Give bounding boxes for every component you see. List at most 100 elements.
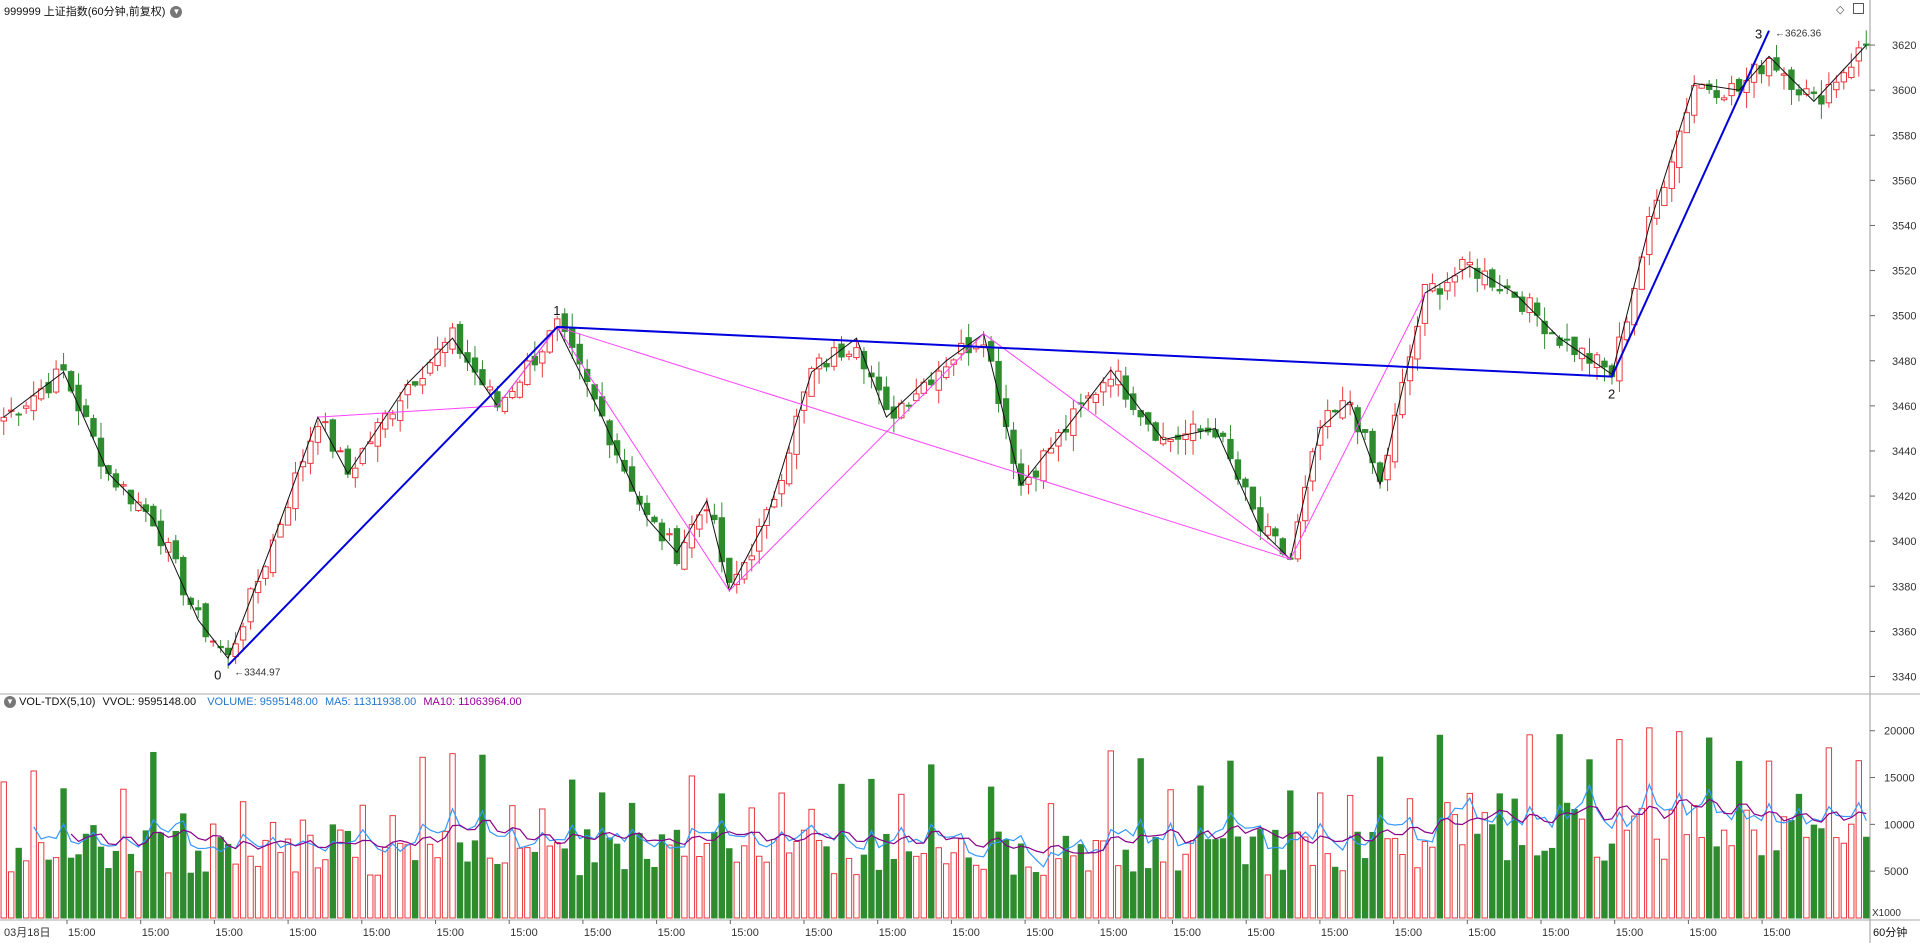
candle-body bbox=[1130, 393, 1137, 410]
volume-bar bbox=[1608, 843, 1616, 919]
candle-body bbox=[1227, 438, 1234, 460]
volume-bar bbox=[546, 845, 553, 919]
volume-bar bbox=[1765, 760, 1773, 919]
candle-body bbox=[621, 459, 628, 472]
volume-bars bbox=[0, 727, 1870, 919]
volume-bar bbox=[643, 858, 651, 919]
volume-bar bbox=[1317, 792, 1324, 919]
volume-bar bbox=[1227, 760, 1234, 919]
volume-bar bbox=[464, 861, 471, 919]
volume-bar bbox=[1399, 854, 1406, 919]
volume-bar bbox=[1758, 855, 1765, 919]
candle-body bbox=[1474, 267, 1481, 279]
volume-bar bbox=[561, 848, 568, 919]
time-tick-label: 15:00 bbox=[510, 927, 538, 939]
volume-bar bbox=[224, 843, 232, 919]
time-tick-label: 15:00 bbox=[68, 927, 96, 939]
candle-body bbox=[598, 396, 606, 417]
volume-bar bbox=[22, 860, 30, 919]
candle-body bbox=[1466, 261, 1474, 266]
volume-bar bbox=[202, 871, 209, 919]
volume-bar bbox=[845, 857, 853, 919]
volume-bar bbox=[1204, 839, 1212, 919]
time-tick-label: 15:00 bbox=[1468, 927, 1496, 939]
volume-bar bbox=[1444, 802, 1451, 919]
candle-body bbox=[1810, 91, 1818, 95]
volume-bar bbox=[1421, 840, 1429, 919]
volume-bar bbox=[37, 842, 45, 919]
candle-body bbox=[531, 355, 539, 366]
volume-bar bbox=[1272, 829, 1279, 919]
candle-body bbox=[838, 343, 845, 358]
volume-bar bbox=[180, 813, 187, 919]
volume-bar bbox=[905, 851, 913, 919]
volume-bar bbox=[1750, 829, 1758, 919]
volume-bar bbox=[1833, 837, 1840, 919]
time-tick-label: 15:00 bbox=[952, 927, 980, 939]
candle-body bbox=[1713, 90, 1720, 98]
candle-body bbox=[1436, 288, 1444, 295]
volume-bar bbox=[808, 808, 815, 919]
volume-bar bbox=[1661, 858, 1668, 919]
candle-body bbox=[352, 467, 359, 479]
volume-bar bbox=[479, 754, 486, 919]
candle-body bbox=[1601, 360, 1608, 368]
volume-bar bbox=[1571, 809, 1578, 919]
volume-bar bbox=[868, 778, 875, 919]
volume-bar bbox=[97, 846, 105, 919]
candle-body bbox=[554, 318, 561, 330]
volume-bar bbox=[1055, 858, 1062, 919]
chevron-down-icon[interactable]: ▼ bbox=[170, 6, 183, 19]
volume-bar bbox=[135, 871, 142, 919]
candle-body bbox=[1421, 283, 1429, 324]
candle-body bbox=[1765, 57, 1773, 77]
volume-bar bbox=[853, 874, 860, 919]
volume-bar bbox=[1474, 833, 1481, 919]
candle-body bbox=[45, 382, 52, 394]
price-tick-label: 3540 bbox=[1892, 220, 1916, 232]
extreme-value-label: ←3344.97 bbox=[234, 667, 281, 678]
wave-label: 3 bbox=[1755, 27, 1762, 42]
volume-bar bbox=[621, 869, 628, 919]
candle-body bbox=[1691, 85, 1698, 116]
volume-bar bbox=[157, 832, 165, 919]
candle-body bbox=[1788, 69, 1795, 90]
volume-bar bbox=[1159, 861, 1167, 919]
candle-body bbox=[1242, 478, 1249, 488]
volume-bar bbox=[1324, 853, 1331, 919]
volume-bar bbox=[187, 872, 194, 919]
diamond-icon[interactable]: ◇ bbox=[1836, 4, 1845, 16]
volume-bar bbox=[82, 833, 90, 919]
volume-bar bbox=[1354, 831, 1361, 919]
candle-body bbox=[1107, 378, 1114, 387]
candle-body bbox=[52, 368, 60, 393]
candle-body bbox=[1541, 320, 1548, 335]
time-tick-label: 15:00 bbox=[1174, 927, 1202, 939]
volume-bar bbox=[688, 775, 696, 919]
candle-body bbox=[1115, 370, 1122, 386]
volume-bar bbox=[1130, 871, 1137, 919]
candle-body bbox=[1496, 288, 1503, 292]
volume-bar bbox=[1743, 809, 1750, 919]
volume-bar bbox=[1526, 734, 1533, 919]
candle-body bbox=[367, 441, 374, 445]
candles bbox=[0, 30, 1870, 669]
candle-body bbox=[1144, 412, 1152, 425]
volume-bar bbox=[733, 861, 740, 919]
period-label: 60分钟 bbox=[1873, 925, 1907, 939]
candle-body bbox=[1257, 507, 1264, 532]
volume-bar bbox=[1459, 844, 1466, 919]
volume-bar bbox=[943, 863, 950, 919]
window-icon[interactable] bbox=[1853, 3, 1864, 14]
candle-body bbox=[479, 369, 486, 386]
volume-bar bbox=[1518, 845, 1526, 919]
volume-bar bbox=[516, 847, 524, 919]
volume-bar bbox=[913, 855, 920, 919]
volume-bar bbox=[875, 869, 883, 919]
candle-body bbox=[1040, 450, 1047, 482]
chevron-down-icon[interactable]: ▼ bbox=[4, 696, 16, 709]
volume-bar bbox=[15, 847, 22, 919]
candle-body bbox=[486, 386, 494, 391]
volume-bar bbox=[1668, 809, 1675, 919]
